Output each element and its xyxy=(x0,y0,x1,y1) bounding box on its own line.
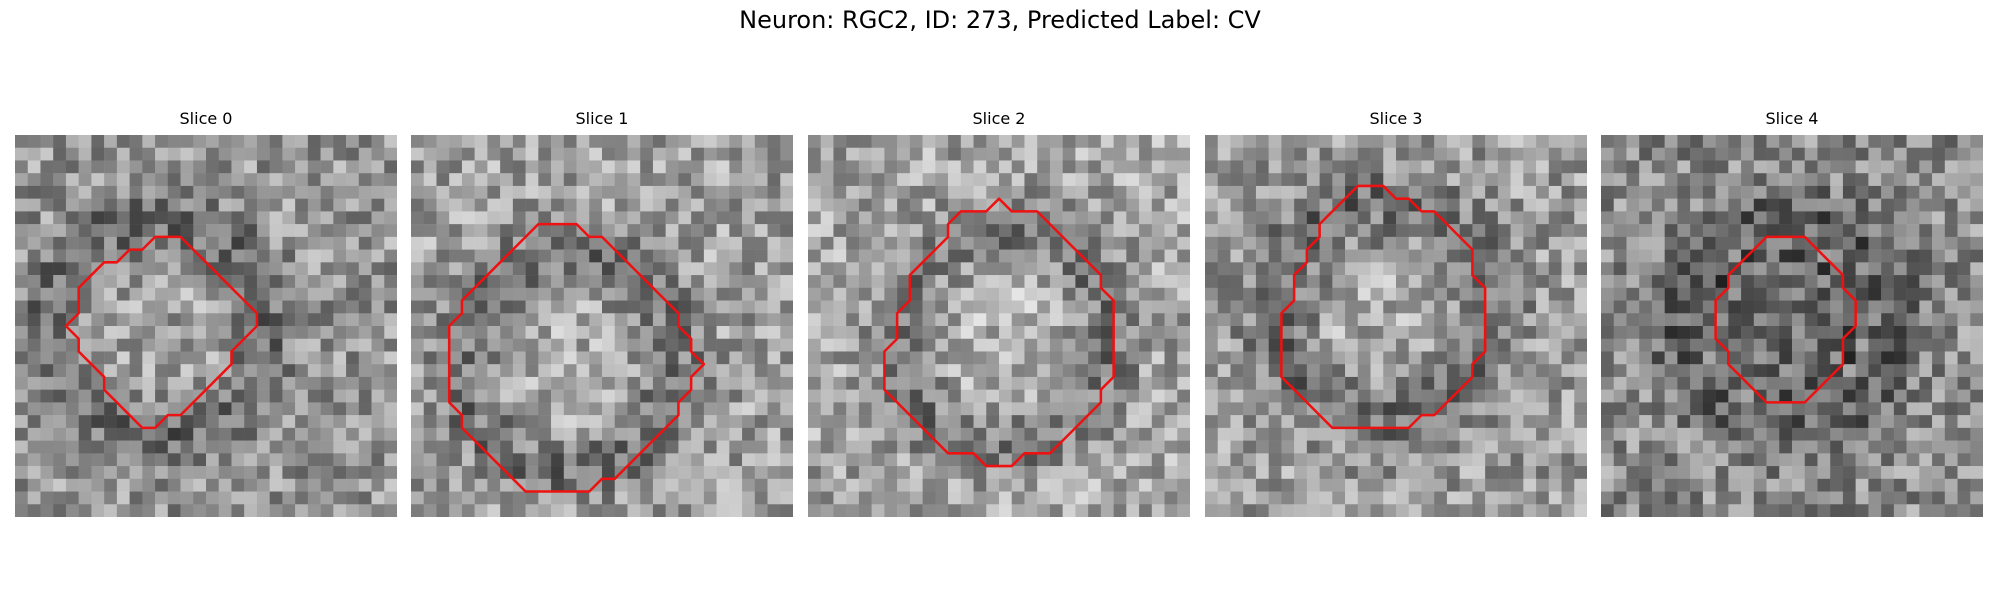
slice-title: Slice 4 xyxy=(1765,109,1819,128)
slice-panel-1: Slice 1 xyxy=(411,108,793,517)
cell-contour xyxy=(1280,184,1487,430)
slice-title: Slice 3 xyxy=(1369,109,1423,128)
cell-contour xyxy=(1714,235,1857,404)
slice-image-4 xyxy=(1601,135,1983,517)
slice-image-2 xyxy=(808,135,1190,517)
pixel-grid xyxy=(808,135,1190,517)
cell-contour xyxy=(447,222,706,493)
slice-title: Slice 1 xyxy=(575,109,629,128)
pixel-grid xyxy=(15,135,397,517)
slice-title: Slice 2 xyxy=(972,109,1026,128)
figure-title: Neuron: RGC2, ID: 273, Predicted Label: … xyxy=(739,6,1261,34)
slice-image-1 xyxy=(411,135,793,517)
slice-image-0 xyxy=(15,135,397,517)
slice-panel-3: Slice 3 xyxy=(1205,108,1587,517)
slice-image-3 xyxy=(1205,135,1587,517)
slice-panel-0: Slice 0 xyxy=(15,108,397,517)
pixel-grid xyxy=(1205,135,1587,517)
cell-contour xyxy=(883,197,1115,468)
slice-title: Slice 0 xyxy=(179,109,233,128)
slice-panel-2: Slice 2 xyxy=(808,108,1190,517)
slice-panel-4: Slice 4 xyxy=(1601,108,1983,517)
cell-contour xyxy=(64,235,259,430)
pixel-grid xyxy=(411,135,793,517)
pixel-grid xyxy=(1601,135,1983,517)
